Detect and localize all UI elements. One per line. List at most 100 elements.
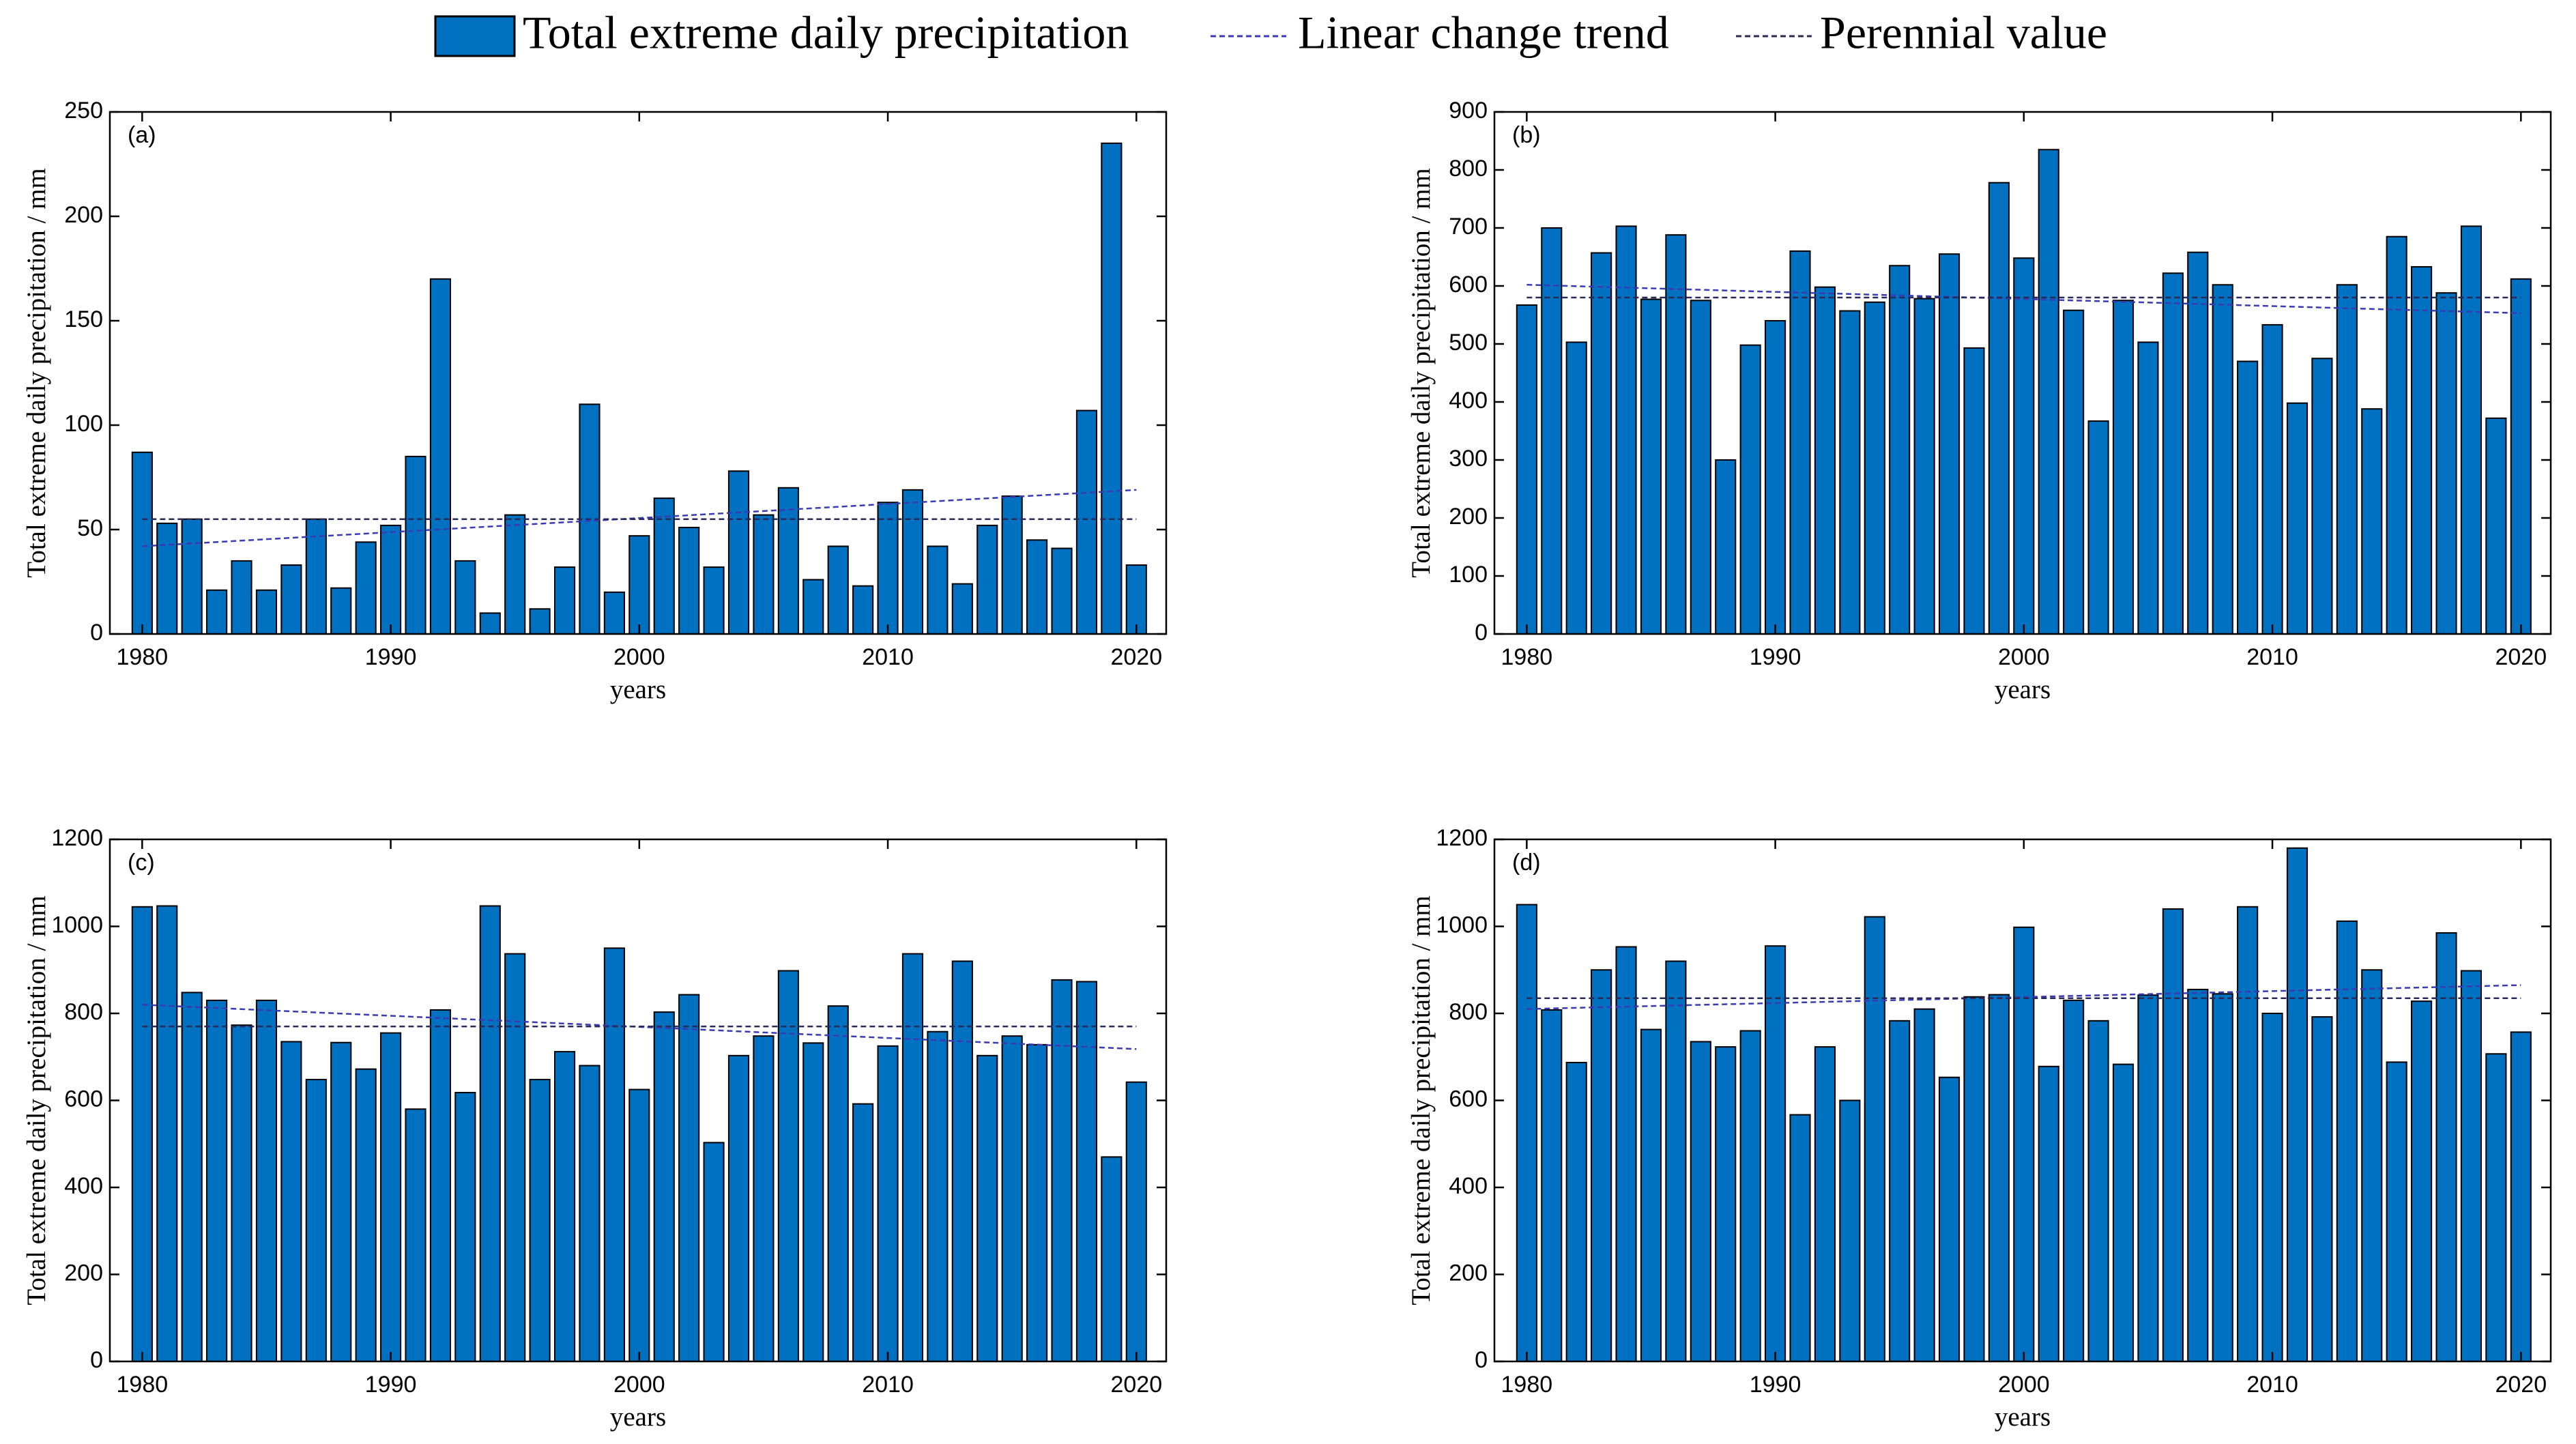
bar bbox=[802, 579, 824, 635]
y-tick-label: 50 bbox=[77, 515, 103, 541]
panel-label: (a) bbox=[128, 122, 156, 148]
bar bbox=[2485, 1053, 2507, 1362]
bar bbox=[553, 1051, 576, 1362]
bar bbox=[305, 1078, 327, 1363]
y-tick-label: 100 bbox=[1449, 562, 1488, 588]
x-tick-label: 2000 bbox=[613, 644, 665, 670]
y-tick-label: 800 bbox=[64, 999, 103, 1025]
bar bbox=[2510, 1031, 2532, 1362]
bar bbox=[1963, 347, 1985, 635]
x-tick-label: 1980 bbox=[117, 1372, 169, 1398]
x-tick-label: 1980 bbox=[117, 644, 169, 670]
x-axis-label: years bbox=[1995, 675, 2051, 704]
x-tick-label: 2010 bbox=[2246, 1372, 2298, 1398]
bar bbox=[1864, 301, 1885, 635]
bar bbox=[429, 278, 452, 635]
bar bbox=[1963, 996, 1985, 1362]
bar bbox=[2261, 1013, 2283, 1362]
y-tick-label: 200 bbox=[1449, 504, 1488, 530]
bar bbox=[454, 560, 476, 635]
x-tick-label: 1990 bbox=[365, 644, 417, 670]
y-tick-label: 800 bbox=[1449, 156, 1488, 182]
bar bbox=[2237, 906, 2259, 1362]
bar bbox=[2286, 402, 2309, 635]
panel-label: (b) bbox=[1512, 122, 1541, 148]
y-tick-label: 1200 bbox=[1436, 825, 1488, 851]
bar bbox=[1125, 564, 1147, 635]
bar bbox=[976, 1054, 998, 1363]
x-tick-label: 1980 bbox=[1501, 1372, 1553, 1398]
x-tick-label: 2020 bbox=[2495, 1372, 2547, 1398]
x-tick-label: 1990 bbox=[365, 1372, 417, 1398]
bar bbox=[703, 566, 725, 635]
bar bbox=[1665, 234, 1687, 635]
bar bbox=[1591, 252, 1612, 635]
bar bbox=[380, 524, 402, 635]
bar bbox=[1864, 916, 1885, 1362]
bar bbox=[1889, 1020, 1911, 1363]
legend-label: Perennial value bbox=[1820, 7, 2107, 59]
x-axis-label: years bbox=[610, 675, 666, 704]
y-tick-label: 600 bbox=[1449, 272, 1488, 298]
bar bbox=[2510, 278, 2532, 635]
x-tick-label: 2010 bbox=[862, 644, 914, 670]
bar bbox=[429, 1009, 452, 1362]
bar bbox=[504, 514, 526, 635]
x-tick-label: 2020 bbox=[2495, 644, 2547, 670]
bar bbox=[355, 541, 377, 635]
bar bbox=[2038, 149, 2059, 635]
bar bbox=[1541, 1009, 1563, 1362]
bar bbox=[603, 947, 625, 1362]
bar bbox=[852, 1103, 874, 1362]
bar bbox=[2311, 358, 2333, 635]
x-tick-label: 2000 bbox=[613, 1372, 665, 1398]
y-tick-label: 600 bbox=[1449, 1086, 1488, 1112]
y-tick-label: 400 bbox=[64, 1173, 103, 1199]
bar bbox=[2361, 408, 2383, 635]
bar bbox=[1075, 981, 1098, 1362]
y-tick-label: 200 bbox=[64, 202, 103, 228]
bar bbox=[1913, 298, 1935, 635]
bar bbox=[2087, 420, 2109, 635]
bar bbox=[1889, 265, 1911, 635]
y-tick-label: 400 bbox=[1449, 1173, 1488, 1199]
bar bbox=[2361, 969, 2383, 1362]
bar bbox=[1765, 945, 1786, 1362]
y-tick-label: 0 bbox=[1475, 620, 1488, 646]
bar bbox=[852, 585, 874, 635]
bar bbox=[181, 992, 203, 1362]
bar bbox=[951, 960, 973, 1362]
bar bbox=[2187, 988, 2209, 1362]
bar bbox=[2212, 993, 2233, 1362]
bar bbox=[2087, 1020, 2109, 1363]
bar bbox=[2212, 284, 2233, 635]
bar bbox=[1541, 227, 1563, 635]
bar bbox=[2485, 417, 2507, 635]
bar bbox=[1125, 1081, 1147, 1362]
x-tick-label: 1990 bbox=[1750, 644, 1801, 670]
bar bbox=[753, 514, 775, 635]
bar bbox=[579, 1065, 600, 1362]
bar bbox=[2013, 926, 2035, 1362]
bar bbox=[877, 502, 899, 635]
trend-line bbox=[142, 489, 1137, 547]
bar bbox=[479, 612, 501, 635]
bar bbox=[678, 526, 700, 635]
panel: 0 50 100 150 200 250 1980 1990 2000 2010 2020 (a) ye… bbox=[22, 98, 1168, 704]
x-tick-label: 2010 bbox=[862, 1372, 914, 1398]
bar bbox=[927, 545, 949, 635]
bar bbox=[1789, 1114, 1811, 1362]
legend-swatch bbox=[434, 15, 516, 57]
bar bbox=[1988, 182, 2010, 635]
bar bbox=[1640, 298, 1662, 635]
x-axis-label: years bbox=[1995, 1402, 2051, 1432]
bar bbox=[2063, 309, 2085, 635]
bar bbox=[2435, 292, 2457, 635]
bar bbox=[1739, 344, 1761, 635]
y-tick-label: 600 bbox=[64, 1086, 103, 1112]
panel-label: (d) bbox=[1512, 850, 1541, 876]
bar bbox=[802, 1042, 824, 1362]
bar bbox=[777, 970, 799, 1362]
bar bbox=[2435, 932, 2457, 1362]
